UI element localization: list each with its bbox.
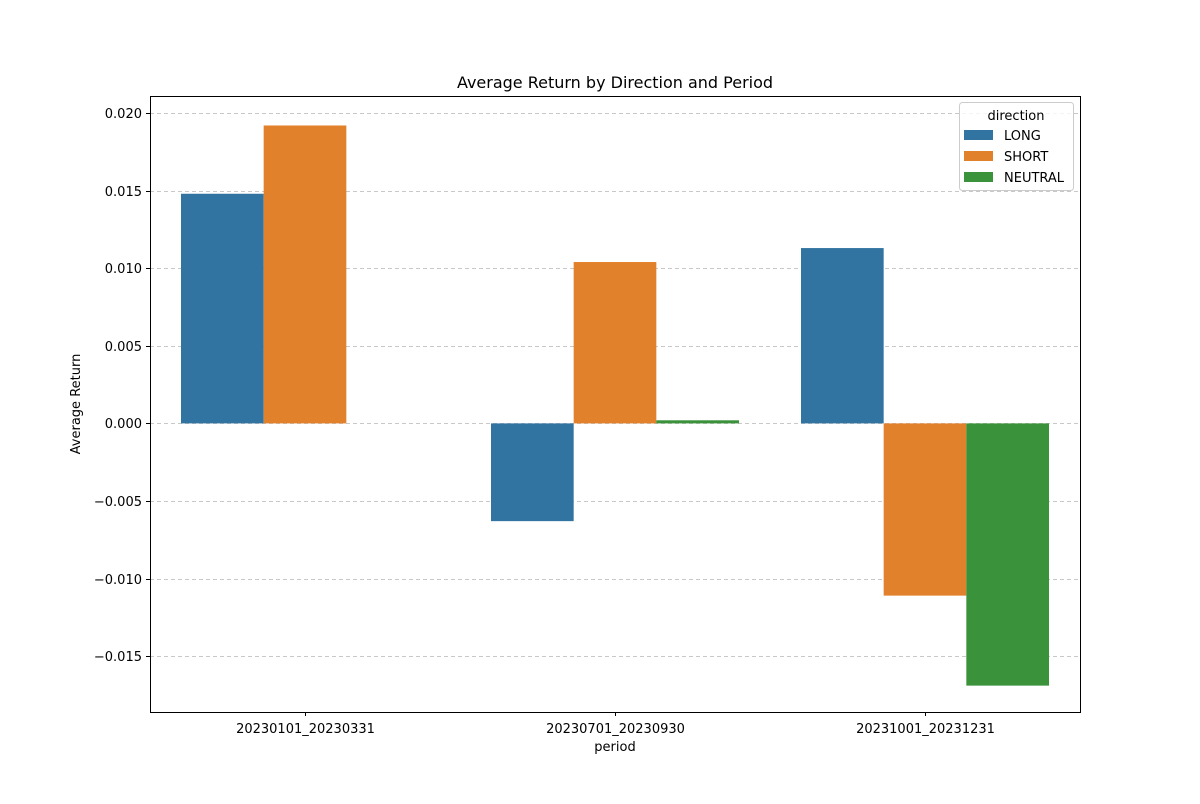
- bar-short-20231001_20231231: [883, 423, 967, 596]
- x-tick-label: 20230701_20230930: [546, 722, 685, 737]
- legend-swatch-neutral: [964, 172, 993, 182]
- bar-long-20230701_20230930: [491, 423, 574, 522]
- y-tick-label: 0.010: [105, 262, 142, 277]
- y-tick-label: −0.005: [94, 495, 142, 510]
- y-axis-label: Average Return: [69, 354, 84, 455]
- y-tick-label: 0.005: [105, 340, 142, 355]
- bar-long-20230101_20230331: [181, 193, 264, 424]
- y-tick-label: −0.015: [94, 650, 142, 665]
- legend-label-neutral: NEUTRAL: [1004, 171, 1065, 186]
- y-tick-label: 0.000: [105, 417, 142, 432]
- bars: [181, 125, 1049, 686]
- x-tick-label: 20231001_20231231: [856, 722, 995, 737]
- y-tick-label: −0.010: [94, 573, 142, 588]
- chart-title: Average Return by Direction and Period: [457, 73, 773, 92]
- legend-box: [959, 102, 1074, 191]
- x-axis-ticks: 20230101_20230331 20230701_20230930 202310…: [236, 712, 995, 737]
- bar-short-20230101_20230331: [263, 125, 347, 424]
- legend-swatch-short: [964, 151, 993, 161]
- legend-swatch-long: [964, 130, 993, 140]
- legend-label-long: LONG: [1004, 129, 1041, 144]
- bar-short-20230701_20230930: [573, 262, 657, 424]
- legend-label-short: SHORT: [1004, 150, 1048, 165]
- legend-title: direction: [988, 109, 1045, 124]
- y-tick-label: 0.020: [105, 107, 142, 122]
- y-axis-ticks: −0.015 −0.010 −0.005 0.000 0.005 0.010 0.015 0.…: [94, 107, 150, 665]
- x-axis-label: period: [594, 740, 635, 755]
- y-tick-label: 0.015: [105, 185, 142, 200]
- x-tick-label: 20230101_20230331: [236, 722, 375, 737]
- bar-long-20231001_20231231: [801, 248, 884, 424]
- legend: direction LONG SHORT NEUTRAL: [959, 102, 1074, 191]
- bar-neutral-20230701_20230930: [656, 420, 739, 424]
- bar-neutral-20231001_20231231: [966, 423, 1049, 686]
